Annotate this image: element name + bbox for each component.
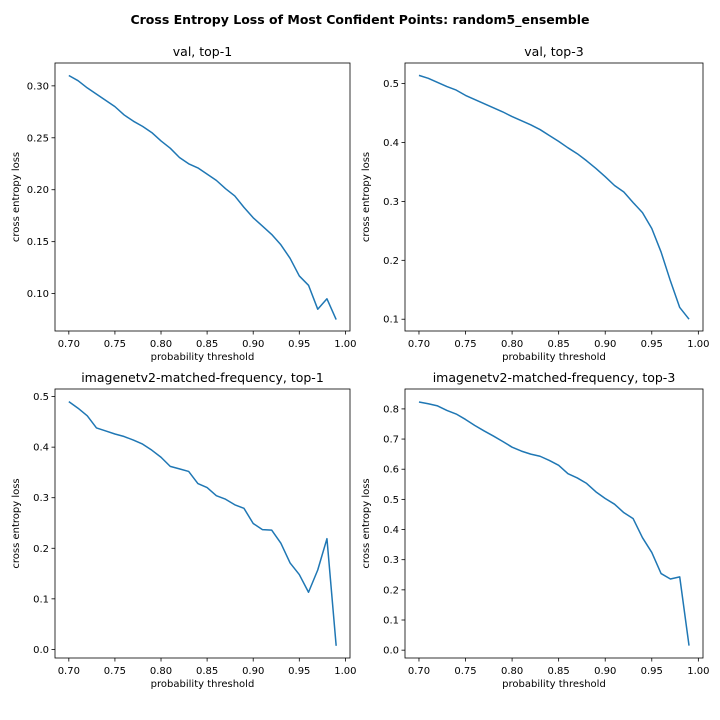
- y-tick-label: 0.30: [27, 81, 49, 92]
- x-tick-label: 0.80: [501, 666, 523, 677]
- x-tick-label: 0.75: [454, 339, 476, 350]
- y-tick-label: 0.3: [383, 555, 399, 566]
- subplot-title: val, top-1: [173, 44, 232, 59]
- subplot-4: imagenetv2-matched-frequency, top-3 0.70 0…: [361, 370, 709, 690]
- x-tick-label: 0.85: [548, 666, 570, 677]
- y-axis-label: cross entropy loss: [361, 152, 372, 242]
- x-tick-label: 0.95: [288, 666, 310, 677]
- y-tick-label: 0.1: [383, 616, 399, 627]
- subplot-grid: val, top-1 0.70 0.75 0.80 0.85 0.90 0.95 1.00 0.…: [11, 44, 709, 690]
- y-tick-label: 0.5: [33, 392, 49, 403]
- x-tick-label: 0.85: [196, 666, 218, 677]
- x-tick-label: 0.90: [594, 339, 616, 350]
- x-tick-label: 0.70: [408, 339, 430, 350]
- y-tick-label: 0.25: [27, 133, 49, 144]
- x-tick-label: 0.90: [242, 339, 264, 350]
- y-tick-label: 0.1: [33, 594, 49, 605]
- x-tick-label: 0.85: [548, 339, 570, 350]
- series-line: [68, 74, 337, 320]
- y-tick-label: 0.5: [383, 495, 399, 506]
- x-tick-label: 0.90: [594, 666, 616, 677]
- x-tick-label: 1.00: [334, 339, 356, 350]
- y-tick-label: 0.2: [383, 585, 399, 596]
- x-tick-label: 1.00: [687, 339, 709, 350]
- y-tick-label: 0.0: [383, 646, 399, 657]
- plot-frame: [404, 62, 704, 332]
- y-tick-label: 0.3: [383, 197, 399, 208]
- x-tick-label: 0.70: [58, 666, 80, 677]
- x-tick-label: 0.80: [150, 339, 172, 350]
- series-line: [418, 401, 690, 646]
- plot-frame: [404, 388, 704, 659]
- x-tick-label: 0.75: [104, 666, 126, 677]
- subplot-2: val, top-3 0.70 0.75 0.80 0.85 0.90 0.95 1.00 0.…: [361, 44, 709, 363]
- subplot-1: val, top-1 0.70 0.75 0.80 0.85 0.90 0.95 1.00 0.…: [11, 44, 357, 363]
- x-tick-label: 0.95: [641, 666, 663, 677]
- y-tick-label: 0.15: [27, 237, 49, 248]
- subplot-title: val, top-3: [524, 44, 583, 59]
- figure-suptitle: Cross Entropy Loss of Most Confident Poi…: [130, 12, 589, 28]
- y-tick-label: 0.8: [383, 404, 399, 415]
- y-tick-label: 0.10: [27, 289, 49, 300]
- x-tick-label: 0.95: [288, 339, 310, 350]
- series-line: [418, 74, 690, 320]
- y-axis-label: cross entropy loss: [361, 478, 372, 568]
- x-tick-label: 0.85: [196, 339, 218, 350]
- x-tick-label: 1.00: [687, 666, 709, 677]
- x-axis-label: probability threshold: [502, 352, 606, 363]
- y-tick-label: 0.4: [383, 525, 399, 536]
- y-tick-label: 0.6: [383, 465, 399, 476]
- y-tick-label: 0.0: [33, 645, 49, 656]
- y-tick-label: 0.2: [33, 544, 49, 555]
- x-axis-label: probability threshold: [151, 679, 255, 690]
- series-line: [68, 401, 337, 646]
- plot-frame: [54, 388, 351, 659]
- x-tick-label: 0.90: [242, 666, 264, 677]
- y-axis-label: cross entropy loss: [11, 152, 22, 242]
- x-tick-label: 1.00: [334, 666, 356, 677]
- y-tick-label: 0.1: [383, 315, 399, 326]
- y-tick-label: 0.4: [383, 138, 399, 149]
- x-tick-label: 0.95: [641, 339, 663, 350]
- subplot-3: imagenetv2-matched-frequency, top-1 0.70 0…: [11, 370, 357, 690]
- x-tick-label: 0.70: [408, 666, 430, 677]
- plot-frame: [54, 62, 351, 332]
- y-tick-label: 0.7: [383, 435, 399, 446]
- x-tick-label: 0.70: [58, 339, 80, 350]
- y-tick-label: 0.2: [383, 256, 399, 267]
- y-tick-label: 0.20: [27, 185, 49, 196]
- x-tick-label: 0.75: [104, 339, 126, 350]
- x-axis-label: probability threshold: [151, 352, 255, 363]
- x-tick-label: 0.80: [150, 666, 172, 677]
- y-tick-label: 0.3: [33, 493, 49, 504]
- y-tick-label: 0.4: [33, 443, 49, 454]
- x-tick-label: 0.80: [501, 339, 523, 350]
- y-tick-label: 0.5: [383, 79, 399, 90]
- x-axis-label: probability threshold: [502, 679, 606, 690]
- x-tick-label: 0.75: [454, 666, 476, 677]
- y-axis-label: cross entropy loss: [11, 478, 22, 568]
- subplot-title: imagenetv2-matched-frequency, top-1: [81, 370, 324, 385]
- subplot-title: imagenetv2-matched-frequency, top-3: [433, 370, 676, 385]
